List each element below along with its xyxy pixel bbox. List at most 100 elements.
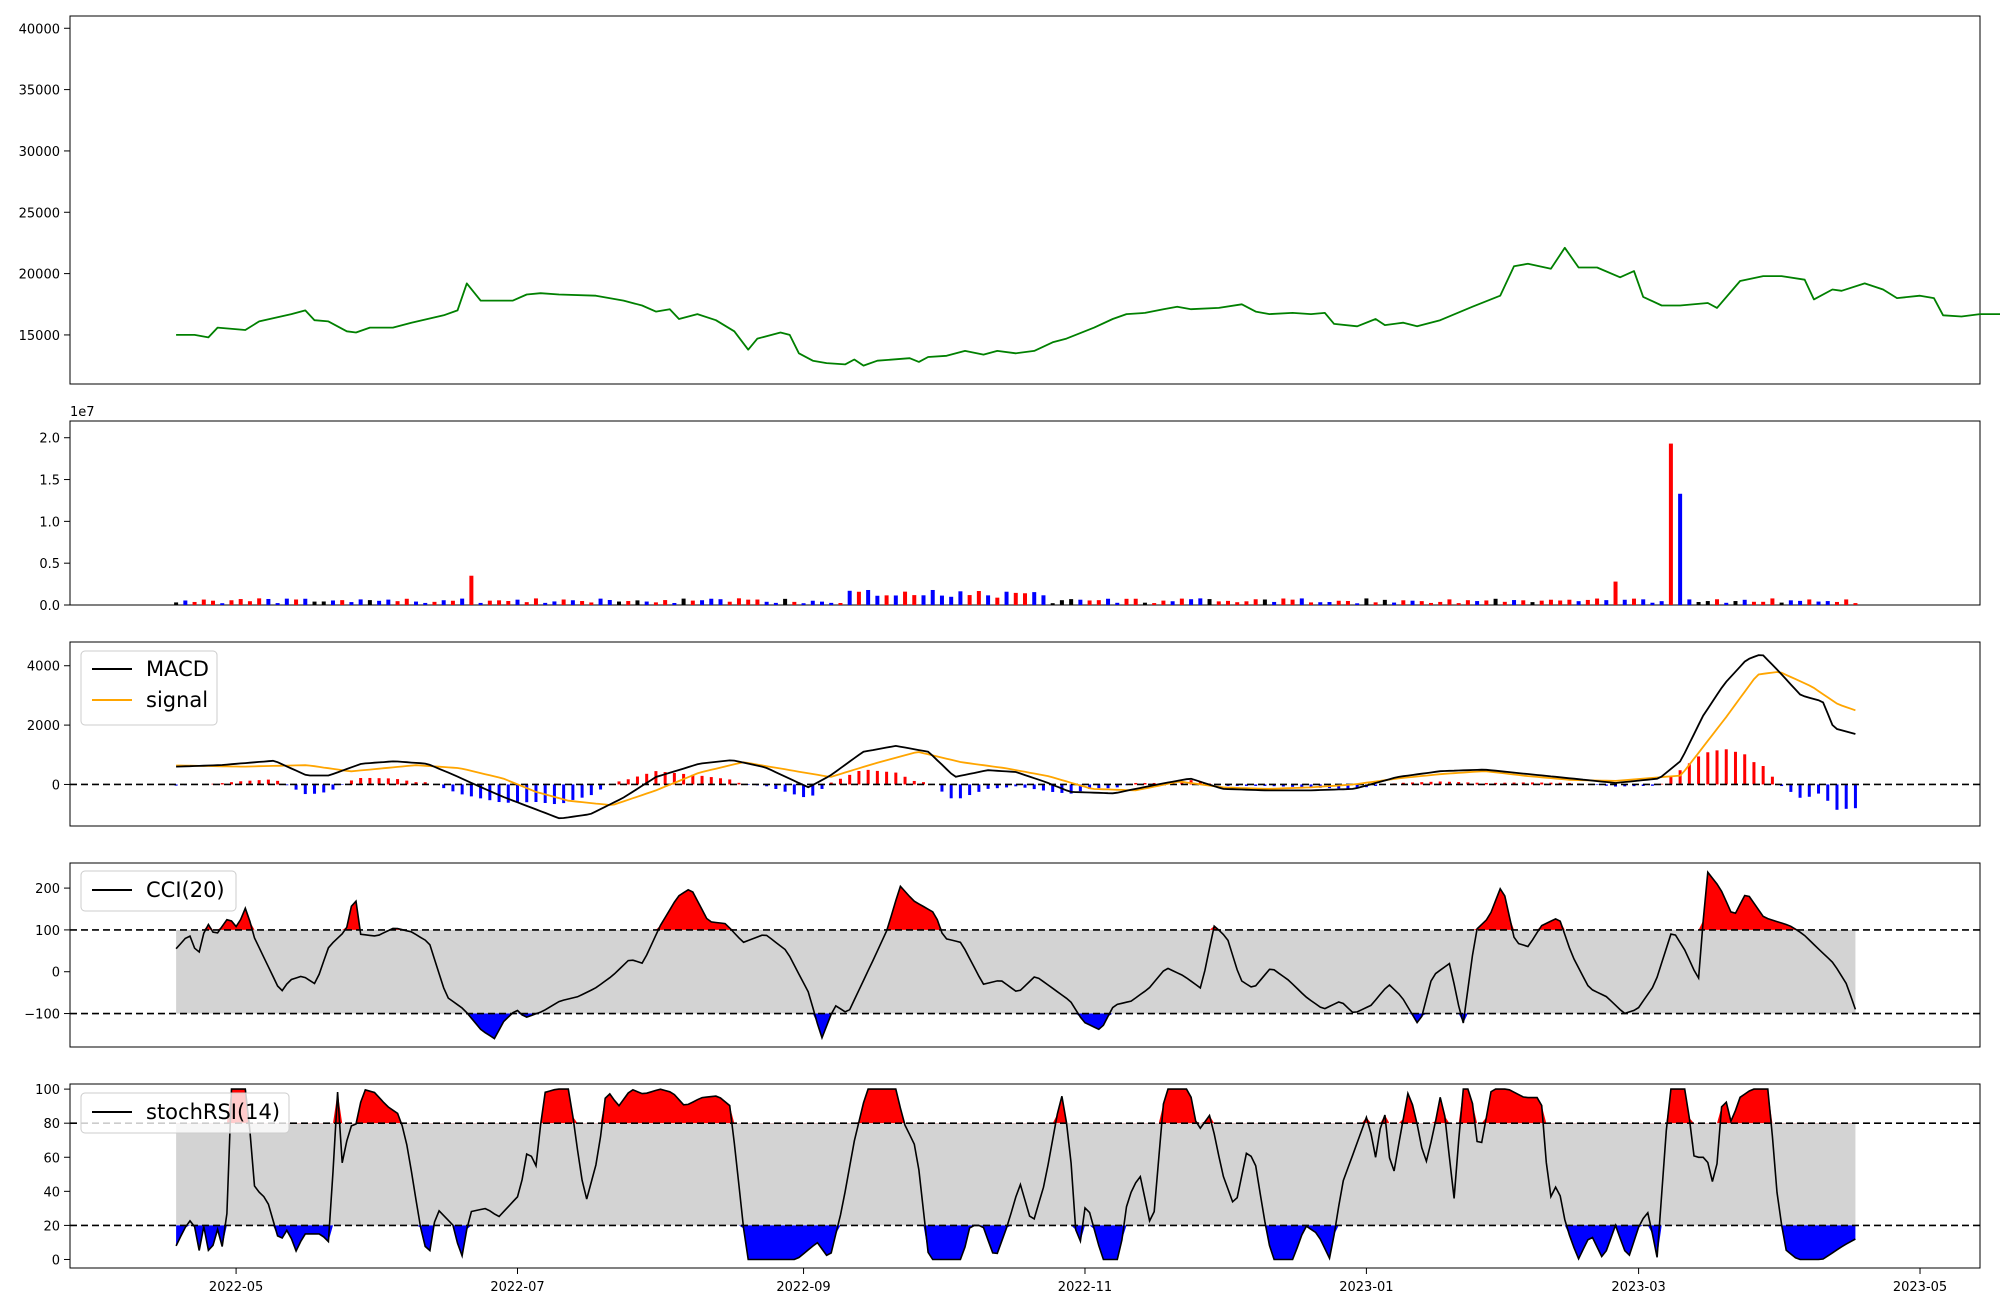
volume-bar xyxy=(718,599,723,605)
macd-histogram-bar xyxy=(838,778,842,785)
macd-histogram-bar xyxy=(599,784,603,790)
macd-histogram-bar xyxy=(359,777,363,785)
macd-histogram-bar xyxy=(386,778,390,785)
macd-histogram-bar xyxy=(1457,782,1461,785)
macd-histogram-bar xyxy=(829,782,833,785)
volume-bar xyxy=(1493,598,1498,605)
macd-y-axis: 0 2000 4000 xyxy=(27,660,70,793)
y-tick-label: −100 xyxy=(24,1008,60,1023)
macd-histogram-bar xyxy=(368,777,372,785)
volume-bar xyxy=(866,589,871,605)
macd-histogram-bar xyxy=(1438,781,1442,785)
macd-histogram-bar xyxy=(1447,781,1451,785)
macd-histogram-bar xyxy=(1826,784,1830,801)
macd-histogram-bar xyxy=(285,784,289,786)
macd-histogram-bar xyxy=(857,771,861,785)
volume-bar xyxy=(663,600,668,605)
macd-histogram-bar xyxy=(1706,752,1710,785)
x-tick-label: 2022-07 xyxy=(490,1280,544,1295)
stochrsi-overbought-fill xyxy=(176,1089,1856,1124)
y-tick-label: 25000 xyxy=(19,206,60,221)
volume-y-axis: 0.0 0.5 1.0 1.5 2.0 xyxy=(39,432,70,614)
volume-bar xyxy=(1585,599,1590,605)
volume-bar xyxy=(672,602,677,605)
volume-bar xyxy=(460,598,465,605)
volume-bar xyxy=(432,601,437,605)
macd-histogram-bar xyxy=(1281,784,1285,787)
volume-bar xyxy=(644,601,649,605)
volume-bar xyxy=(810,600,815,605)
y-tick-label: 0.5 xyxy=(39,557,60,572)
macd-histogram-bar xyxy=(1309,784,1313,788)
volume-bar xyxy=(709,598,714,605)
volume-bar xyxy=(1548,599,1553,605)
price-plot-area xyxy=(176,246,2000,367)
volume-bar xyxy=(192,601,197,605)
macd-histogram-bar xyxy=(506,784,510,803)
macd-histogram-bar xyxy=(1844,784,1848,809)
macd-histogram-bar xyxy=(516,784,520,803)
stochrsi-legend: stochRSI(14) xyxy=(80,1092,290,1134)
macd-histogram-bar xyxy=(1733,751,1737,785)
volume-bar xyxy=(893,595,898,605)
macd-histogram-bar xyxy=(1789,784,1793,792)
macd-histogram-bar xyxy=(903,776,907,785)
volume-bar xyxy=(506,600,511,605)
cci-line xyxy=(175,870,1857,1041)
y-tick-label: 4000 xyxy=(27,660,60,675)
macd-histogram-bar xyxy=(1521,782,1525,785)
macd-histogram-bar xyxy=(571,784,575,800)
macd-histogram-bar xyxy=(469,784,473,797)
macd-histogram-bar xyxy=(1198,781,1202,785)
x-tick-label: 2022-05 xyxy=(209,1280,263,1295)
volume-bar xyxy=(967,595,972,605)
macd-histogram-bar xyxy=(1374,784,1378,786)
macd-histogram-bar xyxy=(1549,782,1553,785)
volume-bar xyxy=(949,596,954,605)
volume-bar xyxy=(1595,598,1600,605)
macd-histogram-bar xyxy=(1466,782,1470,785)
macd-histogram-bar xyxy=(589,784,593,796)
volume-bar xyxy=(1189,599,1194,605)
macd-histogram-bar xyxy=(1743,754,1747,785)
volume-bar xyxy=(1475,601,1480,605)
macd-histogram-bar xyxy=(1494,782,1498,785)
volume-bar xyxy=(469,575,474,605)
volume-bar xyxy=(1281,598,1286,605)
macd-histogram-bar xyxy=(1669,777,1673,785)
macd-histogram-bar xyxy=(331,784,335,790)
volume-bar xyxy=(1096,600,1101,605)
volume-bar xyxy=(303,598,308,605)
y-tick-label: 15000 xyxy=(19,329,60,344)
macd-histogram-bar xyxy=(294,784,298,790)
y-tick-label: 200 xyxy=(35,882,60,897)
macd-histogram-bar xyxy=(1337,784,1341,789)
macd-histogram-bar xyxy=(479,784,483,799)
volume-bar xyxy=(543,602,548,605)
volume-bar xyxy=(580,601,585,605)
volume-bar xyxy=(487,600,492,605)
volume-bar xyxy=(1392,602,1397,605)
y-tick-label: 80 xyxy=(43,1117,60,1132)
volume-bar xyxy=(1724,602,1729,605)
macd-histogram-bar xyxy=(1106,784,1110,789)
volume-bar xyxy=(450,600,455,605)
volume-bar xyxy=(552,601,557,605)
macd-histogram-bar xyxy=(239,781,243,785)
macd-histogram-bar xyxy=(1687,763,1691,785)
volume-bar xyxy=(1032,592,1037,605)
macd-histogram-bar xyxy=(405,780,409,785)
volume-bar xyxy=(1152,603,1157,605)
volume-bar xyxy=(736,598,741,605)
volume-bar xyxy=(1650,602,1655,605)
macd-histogram-bar xyxy=(802,784,806,798)
volume-bar xyxy=(1613,581,1618,605)
volume-bar xyxy=(1539,600,1544,605)
macd-histogram-bar xyxy=(1097,784,1101,789)
macd-histogram-bar xyxy=(1401,782,1405,785)
macd-histogram-bar xyxy=(1623,784,1627,787)
volume-bar xyxy=(1373,602,1378,605)
volume-bar xyxy=(1198,598,1203,605)
volume-bar xyxy=(792,601,797,605)
